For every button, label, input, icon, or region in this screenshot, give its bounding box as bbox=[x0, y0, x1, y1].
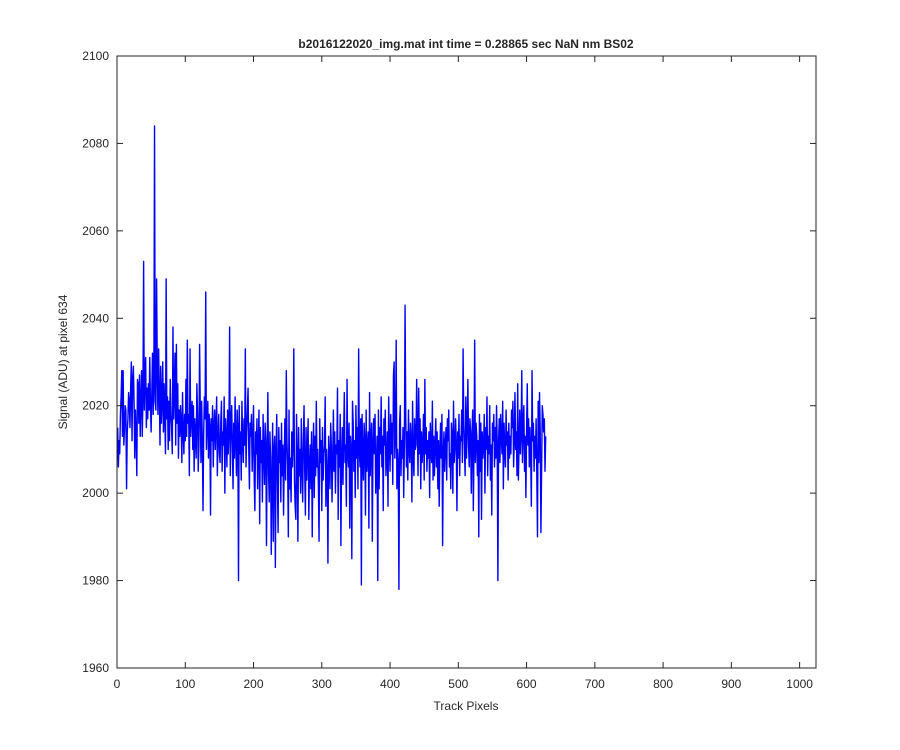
x-tick-label: 800 bbox=[653, 677, 673, 691]
x-tick-label: 300 bbox=[312, 677, 332, 691]
y-tick-label: 1980 bbox=[82, 574, 109, 588]
y-axis-label: Signal (ADU) at pixel 634 bbox=[56, 294, 70, 429]
x-tick-label: 0 bbox=[114, 677, 121, 691]
x-tick-label: 600 bbox=[517, 677, 537, 691]
x-tick-label: 900 bbox=[721, 677, 741, 691]
x-tick-label: 1000 bbox=[786, 677, 813, 691]
y-tick-label: 2060 bbox=[82, 224, 109, 238]
axes-box bbox=[116, 55, 817, 669]
x-tick-label: 100 bbox=[175, 677, 195, 691]
y-tick-label: 2040 bbox=[82, 311, 109, 325]
y-tick-label: 1960 bbox=[82, 661, 109, 675]
y-tick-label: 2100 bbox=[82, 49, 109, 63]
plot-area bbox=[117, 56, 816, 668]
y-tick-label: 2020 bbox=[82, 399, 109, 413]
x-tick-label: 400 bbox=[380, 677, 400, 691]
series-line-0 bbox=[117, 125, 547, 591]
chart-title: b2016122020_img.mat int time = 0.28865 s… bbox=[298, 37, 634, 51]
x-tick-label: 500 bbox=[448, 677, 468, 691]
x-axis-ticks: 0 100 200 300 400 500 600 700 800 900 1000 bbox=[114, 56, 813, 691]
x-axis-label: Track Pixels bbox=[434, 699, 499, 713]
axes bbox=[116, 55, 817, 669]
x-tick-label: 700 bbox=[585, 677, 605, 691]
y-tick-label: 2080 bbox=[82, 136, 109, 150]
y-axis-ticks: 1960 1980 2000 2020 2040 2060 2080 2100 bbox=[82, 49, 816, 675]
series-layer bbox=[117, 125, 547, 591]
x-tick-label: 200 bbox=[244, 677, 264, 691]
y-tick-label: 2000 bbox=[82, 486, 109, 500]
